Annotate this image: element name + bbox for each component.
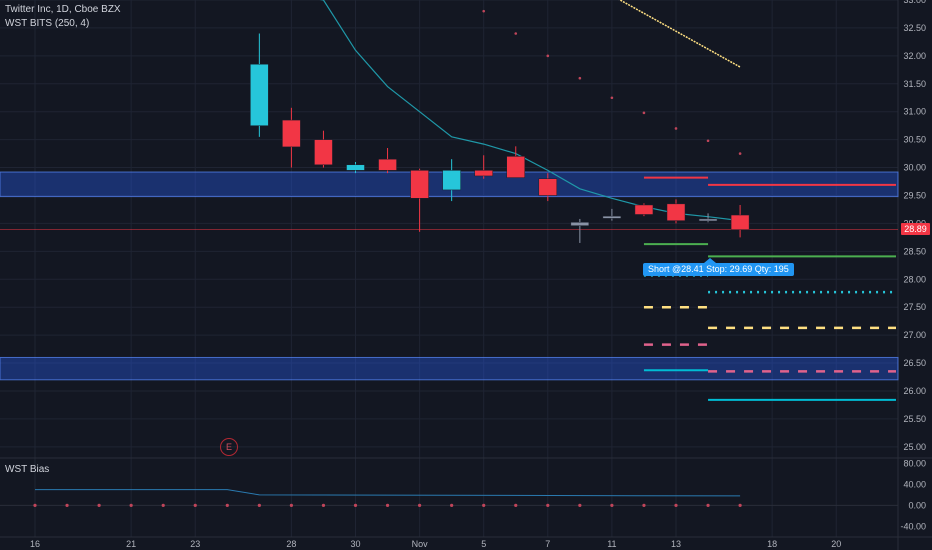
candle-body[interactable] xyxy=(634,204,654,215)
signal-dot xyxy=(482,9,486,13)
candle-body[interactable] xyxy=(474,170,493,177)
candle-body[interactable] xyxy=(666,203,686,221)
callout-pointer xyxy=(704,258,716,263)
signal-dot xyxy=(546,54,550,58)
price-axis-label: 25.00 xyxy=(903,442,926,452)
bias-dot xyxy=(482,503,486,507)
time-axis-label: 16 xyxy=(30,539,40,549)
price-axis-label: 29.50 xyxy=(903,190,926,200)
signal-dot xyxy=(514,32,518,35)
axes-layer: 33.00 32.50 32.00 31.50 31.00 30.50 30.00 29.50… xyxy=(30,0,926,549)
time-axis-label: 5 xyxy=(481,539,486,549)
bias-line xyxy=(35,489,741,497)
signal-dot xyxy=(578,76,582,80)
candle-body[interactable] xyxy=(730,214,750,230)
order-callout[interactable]: Short @28.41 Stop: 29.69 Qty: 195 xyxy=(643,263,794,276)
chart-title: Twitter Inc, 1D, Cboe BZX xyxy=(5,4,121,15)
trend-line-layer xyxy=(618,0,741,68)
bias-dot xyxy=(674,503,678,507)
candle-body[interactable] xyxy=(538,178,558,196)
bias-dot xyxy=(706,503,710,507)
candle-body[interactable] xyxy=(314,139,333,166)
candle-body[interactable] xyxy=(282,119,301,148)
price-axis-label: 27.50 xyxy=(903,302,926,312)
bias-dot xyxy=(514,503,518,507)
price-axis-label: 26.50 xyxy=(903,358,926,368)
bias-dot xyxy=(642,503,646,507)
candle-body[interactable] xyxy=(442,170,461,191)
bias-axis-label: 40.00 xyxy=(903,479,926,489)
signal-dot xyxy=(610,96,614,100)
time-axis-label: 30 xyxy=(350,539,360,549)
candle-body[interactable] xyxy=(378,158,397,171)
bias-dot xyxy=(289,503,293,507)
time-axis-label: Nov xyxy=(412,539,429,549)
last-price-tag: 28.89 xyxy=(901,223,930,235)
price-axis-label: 30.50 xyxy=(903,135,926,145)
time-axis-label: 20 xyxy=(831,539,841,549)
bias-pane xyxy=(0,489,898,507)
bias-dot xyxy=(225,503,229,507)
bias-dot xyxy=(450,503,454,507)
price-axis-label: 32.50 xyxy=(903,23,926,33)
price-axis-label: 26.00 xyxy=(903,386,926,396)
bias-dot xyxy=(97,503,101,507)
price-axis-label: 28.50 xyxy=(903,246,926,256)
time-axis-label: 28 xyxy=(286,539,296,549)
time-axis-label: 13 xyxy=(671,539,681,549)
bias-dot xyxy=(321,503,326,507)
candle-body[interactable] xyxy=(570,222,590,226)
bias-dot xyxy=(738,503,742,507)
bias-dot xyxy=(610,503,614,507)
bias-axis-label: 0.00 xyxy=(908,500,926,510)
bias-dot xyxy=(193,503,197,507)
time-axis-label: 7 xyxy=(545,539,550,549)
indicator-label: WST BITS (250, 4) xyxy=(5,18,90,29)
candles-layer[interactable] xyxy=(250,33,750,243)
time-axis-label: 18 xyxy=(767,539,777,549)
price-axis-label: 33.00 xyxy=(903,0,926,5)
bias-dot xyxy=(129,503,133,507)
bias-dot xyxy=(385,503,390,507)
bias-dot xyxy=(418,503,422,507)
signal-dot xyxy=(642,111,646,115)
price-axis-label: 27.00 xyxy=(903,330,926,340)
price-axis-label: 31.00 xyxy=(903,107,926,117)
signal-dot xyxy=(706,139,710,143)
zone-band xyxy=(0,356,899,381)
candle-body[interactable] xyxy=(346,164,365,171)
bias-pane-title: WST Bias xyxy=(5,464,50,475)
price-axis-label: 25.50 xyxy=(903,414,926,424)
candle-body[interactable] xyxy=(250,63,269,126)
bias-dot xyxy=(65,503,69,507)
bias-axis-label: 80.00 xyxy=(903,458,926,468)
bias-dot xyxy=(161,503,165,507)
price-axis-label: 30.00 xyxy=(903,163,926,173)
price-axis-label: 28.00 xyxy=(903,274,926,284)
bias-dot xyxy=(353,503,358,507)
candle-body[interactable] xyxy=(602,215,622,219)
time-axis-label: 11 xyxy=(607,539,616,549)
upper-dots-layer xyxy=(482,9,742,155)
candle-body[interactable] xyxy=(410,170,429,199)
time-axis-label: 21 xyxy=(126,539,136,549)
price-axis-label: 31.50 xyxy=(903,79,926,89)
candle-body[interactable] xyxy=(698,218,718,222)
bias-dot xyxy=(33,503,37,507)
candle-body[interactable] xyxy=(506,156,525,178)
signal-dot xyxy=(738,152,742,155)
bias-dot xyxy=(546,503,550,507)
bias-dot xyxy=(257,503,261,507)
bias-dot xyxy=(578,503,582,507)
bias-axis-label: -40.00 xyxy=(900,521,926,531)
earnings-event-badge[interactable]: E xyxy=(220,438,238,456)
price-axis-label: 32.00 xyxy=(903,51,926,61)
signal-dot xyxy=(674,127,678,130)
trend-line xyxy=(618,0,741,68)
time-axis-label: 23 xyxy=(190,539,200,549)
